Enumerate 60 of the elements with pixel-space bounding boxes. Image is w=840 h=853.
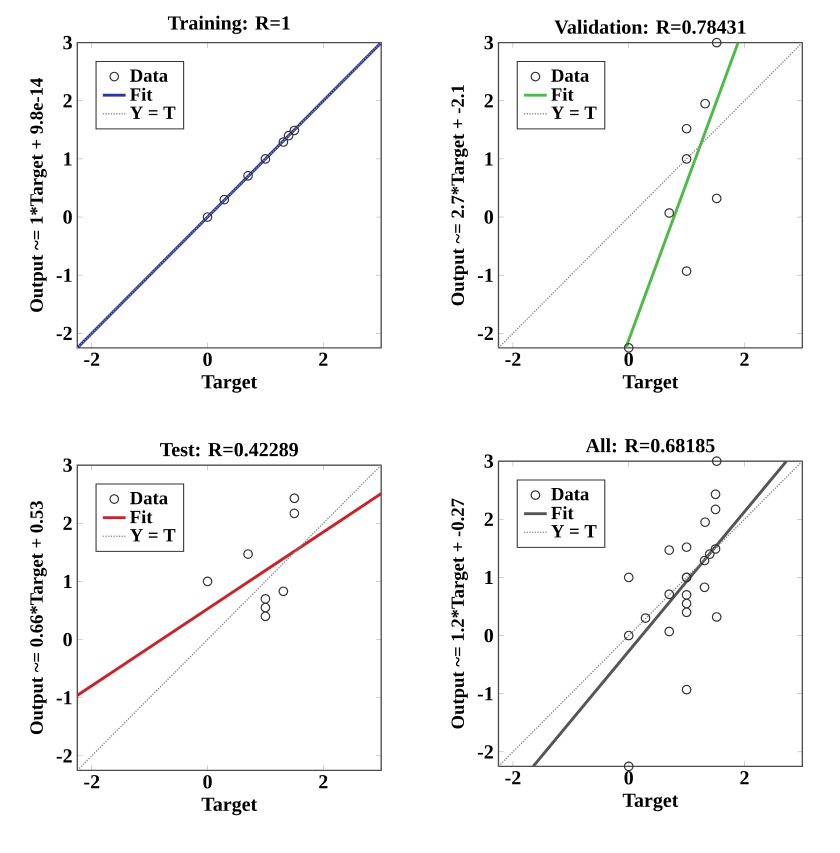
legend-label: Data [130,69,168,82]
y-tick-label: 1 [64,152,72,166]
legend-label: Fit [551,506,574,520]
y-axis-title: Output ~= 1*Target + 9.8e-14 [30,78,47,312]
y-tick-label: 1 [64,574,72,588]
chart-title: Validation: R=0.78431 [554,20,746,34]
legend-label: Data [551,69,590,82]
legend-label: Y = T [551,106,597,119]
legend-label: Fit [551,88,574,101]
y-tick-label: 0 [484,210,494,224]
y-tick-label: 3 [484,454,494,468]
y-tick-label: -2 [56,749,72,762]
y-tick-label: 2 [64,516,72,530]
y-axis-title: Output ~= 0.66*Target + 0.53 [30,501,47,734]
y-tick-label: -1 [56,268,72,282]
x-axis-title: Target [202,798,258,816]
chart-title: All: R=0.68185 [586,438,715,452]
y-tick-label: -2 [478,326,494,340]
legend-label: Y = T [130,106,176,119]
legend-label: Data [130,492,168,504]
legend-label: Y = T [551,525,597,538]
y-tick-label: 2 [64,94,72,108]
x-tick-label: 2 [740,771,749,784]
y-tick-label: -1 [478,268,493,282]
x-tick-label: 0 [203,775,212,789]
legend-label: Fit [130,88,153,101]
x-tick-label: -2 [84,775,100,788]
x-axis-title: Target [622,375,678,393]
y-tick-label: 2 [484,512,494,526]
x-tick-label: 2 [319,352,328,366]
legend-label: Y = T [130,529,176,542]
legend-label: Fit [130,510,153,524]
x-tick-label: -2 [506,771,521,784]
y-tick-label: 0 [484,628,494,642]
x-tick-label: 2 [319,775,328,788]
y-tick-label: 1 [486,152,493,166]
legend-label: Data [551,488,590,500]
y-axis-title: Output ~= 1.2*Target + -0.27 [452,498,468,729]
x-tick-label: 0 [203,352,212,366]
y-tick-label: 2 [484,94,494,108]
chart-title: Training: R=1 [168,16,290,34]
y-tick-label: 3 [64,458,72,472]
x-tick-label: 0 [624,352,634,366]
x-tick-label: -2 [84,352,100,366]
x-tick-label: 0 [624,771,634,785]
y-tick-label: -1 [478,687,493,700]
y-tick-label: -1 [56,691,72,704]
x-axis-title: Target [202,375,258,393]
y-tick-label: 3 [484,36,494,50]
y-tick-label: 0 [64,210,72,224]
x-axis-title: Target [622,794,678,812]
x-tick-label: 2 [740,352,749,366]
chart-title: Test: R=0.42289 [160,442,298,456]
y-tick-label: 1 [486,570,493,584]
y-axis-title: Output ~= 2.7*Target + -2.1 [452,85,468,306]
y-tick-label: -2 [478,745,494,758]
x-tick-label: -2 [506,352,521,366]
y-tick-label: -2 [56,326,72,340]
y-tick-label: 0 [64,632,72,646]
y-tick-label: 3 [64,36,72,50]
